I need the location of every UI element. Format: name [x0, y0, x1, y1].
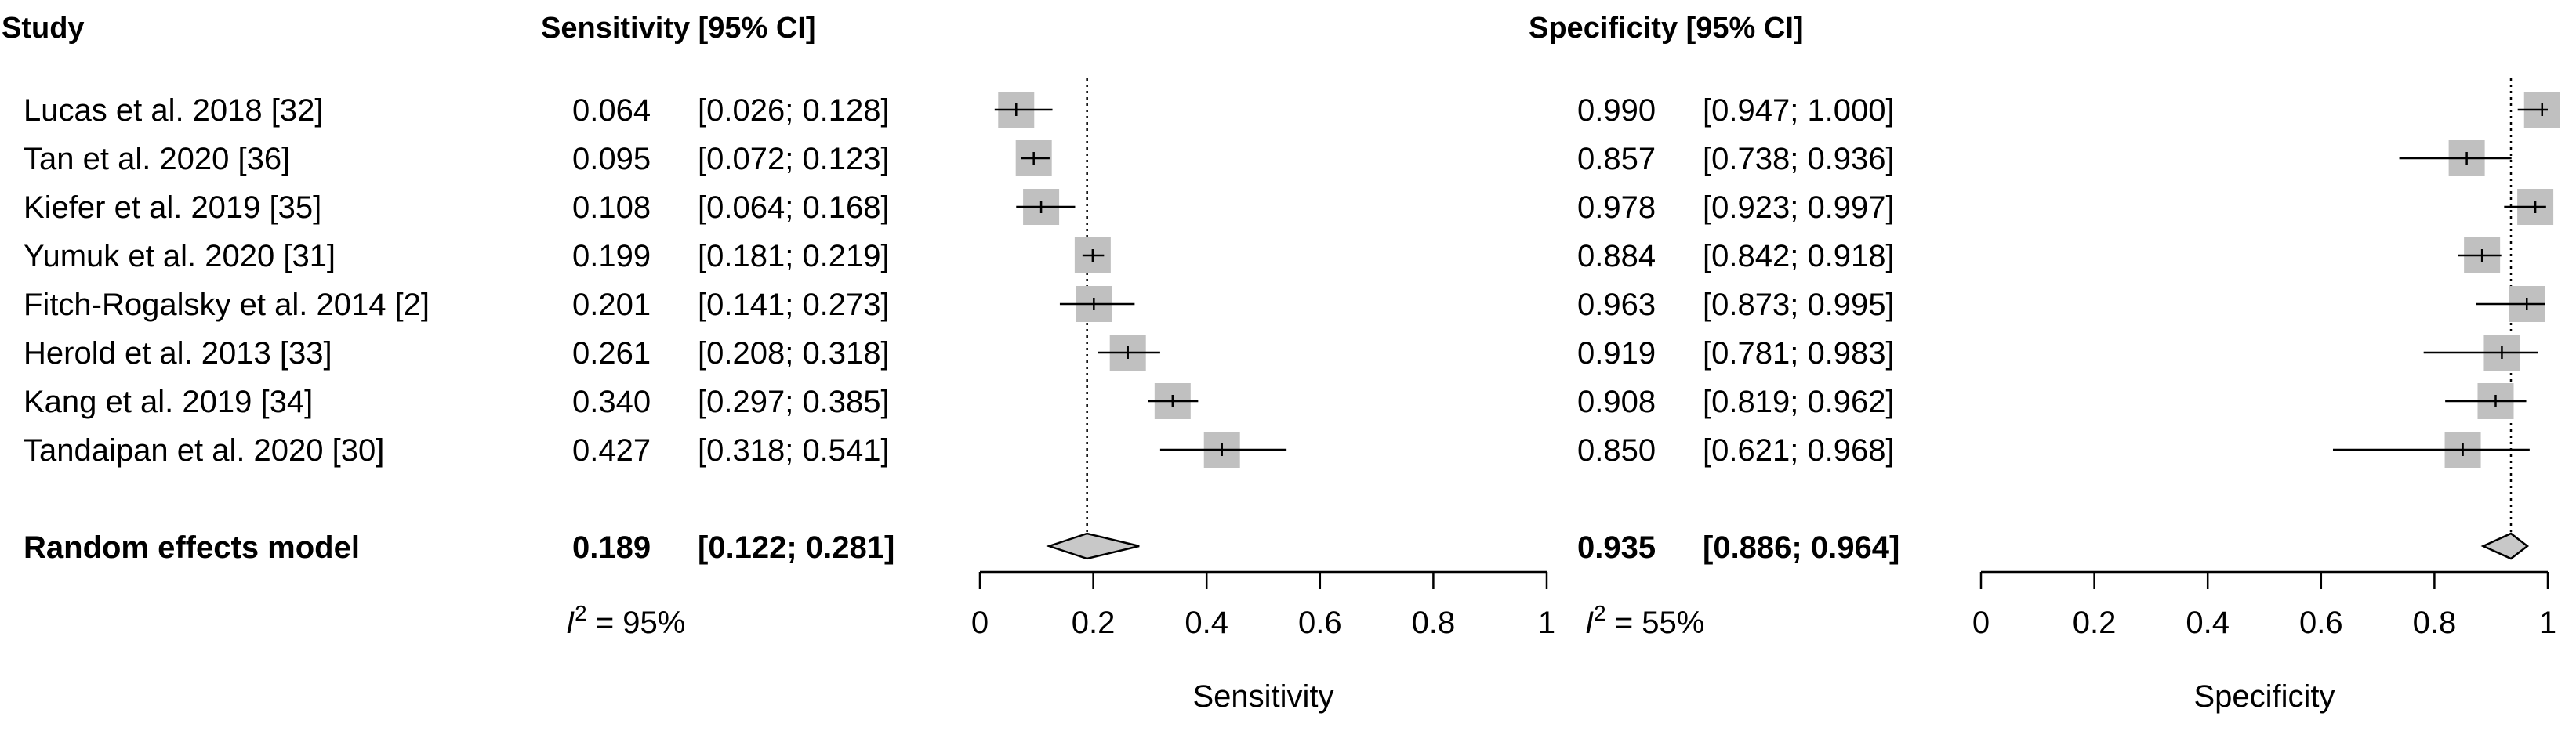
study-rows: Lucas et al. 2018 [32] 0.064 [0.026; 0.128… — [24, 93, 1895, 468]
sens-ci: [0.181; 0.219] — [698, 239, 890, 273]
study-name: Kang et al. 2019 [34] — [24, 385, 313, 419]
x-tick-label: 0.6 — [2299, 606, 2343, 640]
spec-estimate: 0.990 — [1577, 93, 1656, 128]
spec-ci: [0.842; 0.918] — [1703, 239, 1895, 273]
sens-estimate: 0.261 — [572, 336, 651, 371]
study-name: Tan et al. 2020 [36] — [24, 142, 290, 176]
sens-ci: [0.072; 0.123] — [698, 142, 890, 176]
header-specificity: Specificity [95% CI] — [1529, 12, 1804, 45]
pooled-diamond — [1046, 532, 1140, 560]
study-row: Fitch-Rogalsky et al. 2014 [2] 0.201 [0.14… — [24, 288, 1895, 322]
study-row: Tandaipan et al. 2020 [30] 0.427 [0.318; 0… — [24, 433, 1895, 468]
spec-estimate: 0.884 — [1577, 239, 1656, 273]
pooled-spec-estimate: 0.935 — [1577, 530, 1656, 565]
spec-i-letter: I — [1585, 606, 1594, 640]
spec-estimate: 0.963 — [1577, 288, 1656, 322]
x-tick-label: 0 — [1972, 606, 1990, 640]
x-tick-label: 0.2 — [2073, 606, 2117, 640]
sens-ci: [0.318; 0.541] — [698, 433, 890, 468]
x-axis-label: Specificity — [2193, 679, 2335, 714]
study-row: Yumuk et al. 2020 [31] 0.199 [0.181; 0.219… — [24, 239, 1895, 273]
x-tick-label: 1 — [1538, 606, 1555, 640]
pooled-diamond — [2480, 532, 2530, 560]
study-row: Kiefer et al. 2019 [35] 0.108 [0.064; 0.16… — [24, 190, 1895, 225]
pooled-sens-ci: [0.122; 0.281] — [698, 530, 894, 565]
x-tick-label: 0.8 — [1412, 606, 1456, 640]
pooled-spec-ci: [0.886; 0.964] — [1703, 530, 1899, 565]
x-tick-label: 0.6 — [1298, 606, 1342, 640]
x-tick-label: 0 — [971, 606, 989, 640]
sens-ci: [0.297; 0.385] — [698, 385, 890, 419]
spec-ci: [0.621; 0.968] — [1703, 433, 1895, 468]
sens-estimate: 0.340 — [572, 385, 651, 419]
sens-estimate: 0.199 — [572, 239, 651, 273]
spec-ci: [0.923; 0.997] — [1703, 190, 1895, 225]
sens-i-sup: 2 — [575, 601, 587, 625]
study-row: Herold et al. 2013 [33] 0.261 [0.208; 0.31… — [24, 336, 1895, 371]
spec-ci: [0.819; 0.962] — [1703, 385, 1895, 419]
spec-estimate: 0.919 — [1577, 336, 1656, 371]
spec-heterogeneity: I2 = 55% — [1585, 601, 1704, 640]
sens-estimate: 0.108 — [572, 190, 651, 225]
sens-ci: [0.141; 0.273] — [698, 288, 890, 322]
sens-ci: [0.208; 0.318] — [698, 336, 890, 371]
study-name: Lucas et al. 2018 [32] — [24, 93, 324, 128]
spec-i-sup: 2 — [1594, 601, 1606, 625]
spec-estimate: 0.857 — [1577, 142, 1656, 176]
x-tick-label: 1 — [2539, 606, 2556, 640]
x-tick-label: 0.8 — [2413, 606, 2457, 640]
x-tick-label: 0.4 — [1185, 606, 1228, 640]
header-study: Study — [2, 12, 85, 45]
spec-estimate: 0.978 — [1577, 190, 1656, 225]
study-name: Kiefer et al. 2019 [35] — [24, 190, 321, 225]
x-tick-label: 0.2 — [1072, 606, 1116, 640]
study-name: Yumuk et al. 2020 [31] — [24, 239, 336, 273]
sens-estimate: 0.201 — [572, 288, 651, 322]
spec-estimate: 0.908 — [1577, 385, 1656, 419]
sens-i-value: = 95% — [587, 606, 686, 640]
spec-ci: [0.873; 0.995] — [1703, 288, 1895, 322]
sens-ci: [0.064; 0.168] — [698, 190, 890, 225]
spec-estimate: 0.850 — [1577, 433, 1656, 468]
sens-estimate: 0.427 — [572, 433, 651, 468]
spec-ci: [0.738; 0.936] — [1703, 142, 1895, 176]
pooled-label: Random effects model — [24, 530, 360, 565]
study-row: Lucas et al. 2018 [32] 0.064 [0.026; 0.128… — [24, 93, 1895, 128]
sens-estimate: 0.095 — [572, 142, 651, 176]
study-name: Tandaipan et al. 2020 [30] — [24, 433, 384, 468]
spec-ci: [0.781; 0.983] — [1703, 336, 1895, 371]
header-sensitivity: Sensitivity [95% CI] — [541, 12, 816, 45]
sens-estimate: 0.064 — [572, 93, 651, 128]
x-axis-label: Sensitivity — [1192, 679, 1333, 714]
spec-ci: [0.947; 1.000] — [1703, 93, 1895, 128]
spec-i-value: = 55% — [1606, 606, 1705, 640]
sens-heterogeneity: I2 = 95% — [566, 601, 685, 640]
sens-ci: [0.026; 0.128] — [698, 93, 890, 128]
sensitivity-panel: 0 0.2 0.4 0.6 0.8 1 Sensitivity — [971, 78, 1555, 714]
study-name: Herold et al. 2013 [33] — [24, 336, 332, 371]
study-row: Tan et al. 2020 [36] 0.095 [0.072; 0.123] 0… — [24, 142, 1895, 176]
x-tick-label: 0.4 — [2186, 606, 2230, 640]
specificity-panel: 0 0.2 0.4 0.6 0.8 1 Specificity — [1972, 78, 2560, 714]
pooled-sens-estimate: 0.189 — [572, 530, 651, 565]
study-row: Kang et al. 2019 [34] 0.340 [0.297; 0.385]… — [24, 385, 1895, 419]
sens-i-letter: I — [566, 606, 575, 640]
study-name: Fitch-Rogalsky et al. 2014 [2] — [24, 288, 430, 322]
